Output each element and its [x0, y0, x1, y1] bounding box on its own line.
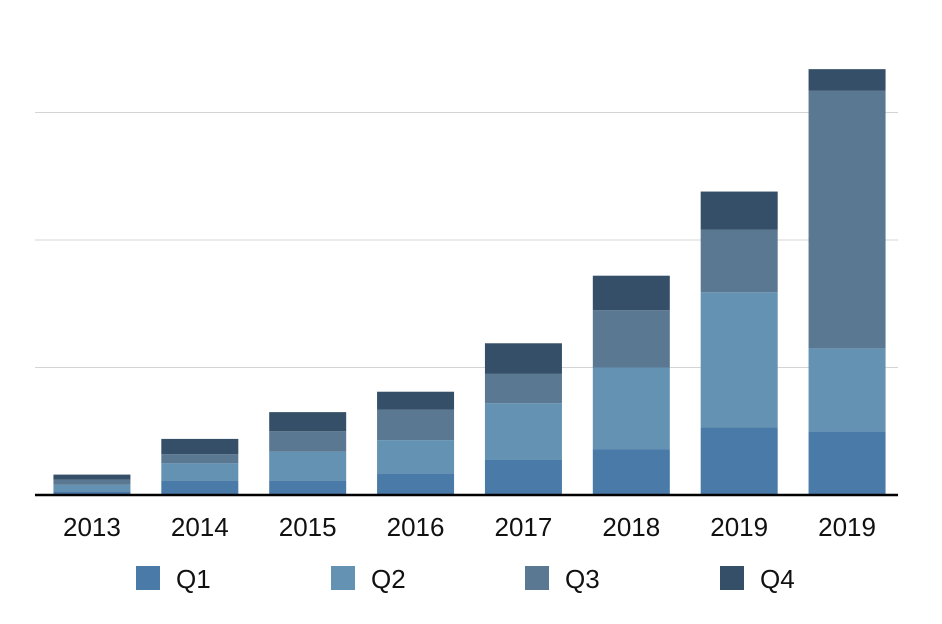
bar-2015-2-q3: [269, 431, 347, 452]
bar-2019-6-q1: [700, 427, 778, 495]
bar-2015-2-q2: [269, 451, 347, 481]
legend-item-q1: Q1: [136, 564, 211, 594]
bar-2018-5-q4: [592, 275, 670, 311]
bar-2019-6-q2: [700, 292, 778, 428]
bar-2014-1-q3: [161, 454, 239, 464]
bar-2015-2-q4: [269, 412, 347, 432]
bar-2019-7-q3: [808, 90, 886, 349]
bar-2013-0-q3: [53, 479, 131, 485]
x-tick-label-6: 2019: [710, 512, 768, 542]
bar-2016-3-q4: [377, 391, 455, 410]
bar-2017-4-q1: [484, 459, 562, 495]
legend-swatch-q4: [720, 566, 744, 590]
legend: Q1 Q2 Q3 Q4: [136, 564, 795, 594]
bar-2019-6-q4: [700, 191, 778, 230]
legend-item-q4: Q4: [720, 564, 795, 594]
bar-2013-0-q1: [53, 491, 131, 495]
x-tick-label-5: 2018: [602, 512, 660, 542]
x-tick-labels: 2013 2014 2015 2016 2017 2018 2019 2019: [63, 512, 876, 542]
x-tick-label-1: 2014: [171, 512, 229, 542]
bar-2016-3-q1: [377, 473, 455, 495]
bar-2019-7-q1: [808, 431, 886, 495]
bar-2017-4-q2: [484, 403, 562, 460]
bar-2013-0-q2: [53, 484, 131, 492]
x-tick-label-7: 2019: [818, 512, 876, 542]
bar-2014-1-q1: [161, 480, 239, 495]
legend-swatch-q1: [136, 566, 160, 590]
legend-label-q4: Q4: [760, 564, 795, 594]
bar-2014-1-q2: [161, 463, 239, 481]
bar-2018-5-q1: [592, 449, 670, 495]
bar-2016-3-q3: [377, 409, 455, 441]
legend-label-q1: Q1: [176, 564, 211, 594]
x-tick-label-2: 2015: [279, 512, 337, 542]
legend-label-q3: Q3: [565, 564, 600, 594]
bar-2016-3-q2: [377, 440, 455, 474]
legend-item-q2: Q2: [331, 564, 406, 594]
bar-2014-1-q4: [161, 438, 239, 455]
bar-2019-7-q2: [808, 348, 886, 432]
bar-2017-4-q4: [484, 343, 562, 374]
x-tick-label-0: 2013: [63, 512, 121, 542]
bar-2018-5-q2: [592, 367, 670, 450]
legend-swatch-q2: [331, 566, 355, 590]
bars: [53, 69, 886, 495]
legend-swatch-q3: [525, 566, 549, 590]
bar-2018-5-q3: [592, 310, 670, 368]
bar-2019-7-q4: [808, 69, 886, 91]
legend-label-q2: Q2: [371, 564, 406, 594]
bar-2015-2-q1: [269, 480, 347, 495]
bar-2013-0-q4: [53, 474, 131, 480]
bar-2017-4-q3: [484, 373, 562, 404]
x-tick-label-4: 2017: [495, 512, 553, 542]
bar-2019-6-q3: [700, 229, 778, 293]
x-tick-label-3: 2016: [387, 512, 445, 542]
legend-item-q3: Q3: [525, 564, 600, 594]
